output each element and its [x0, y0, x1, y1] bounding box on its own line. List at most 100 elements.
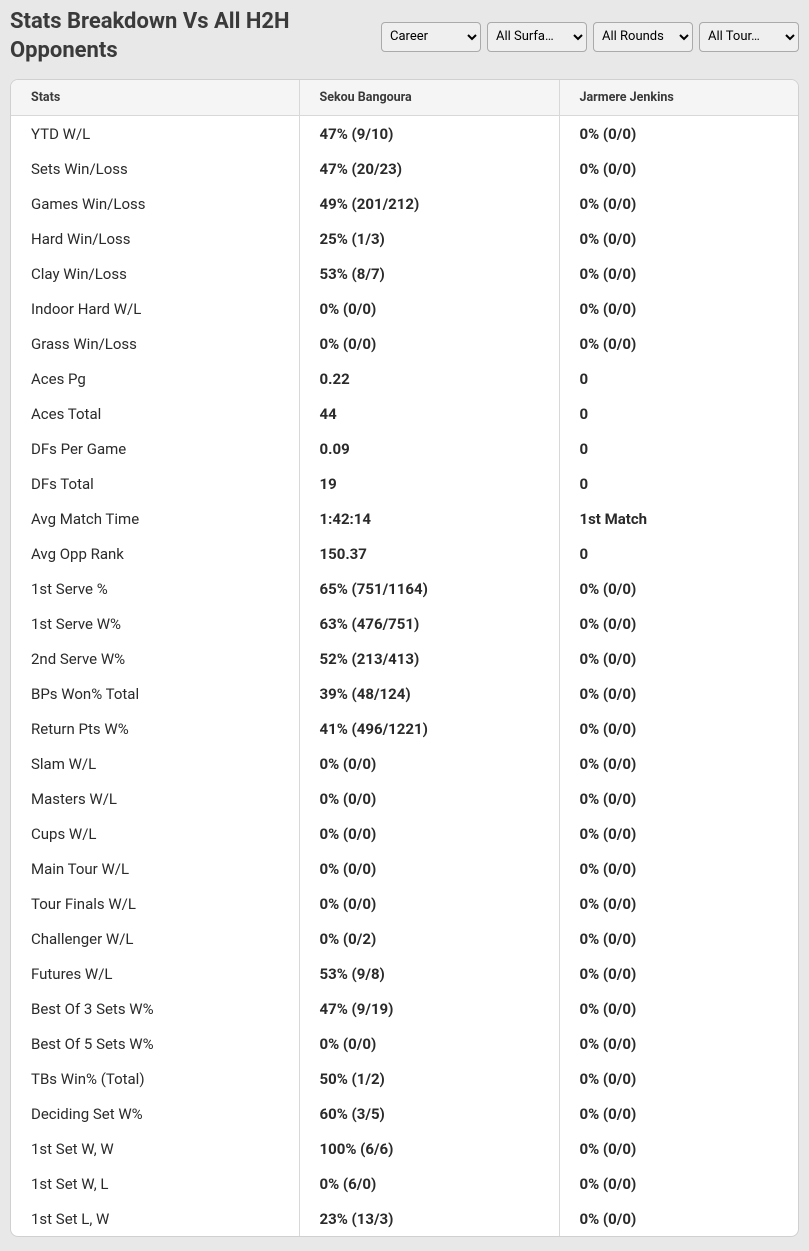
player2-cell: 0% (0/0)	[559, 886, 798, 921]
stat-name-cell: DFs Total	[11, 466, 299, 501]
table-row: Avg Match Time1:42:141st Match	[11, 501, 798, 536]
player1-cell: 0% (0/0)	[299, 326, 559, 361]
stat-name-cell: Sets Win/Loss	[11, 151, 299, 186]
stat-name-cell: 1st Serve %	[11, 571, 299, 606]
player1-cell: 0% (6/0)	[299, 1166, 559, 1201]
player1-cell: 0% (0/0)	[299, 851, 559, 886]
player2-cell: 0% (0/0)	[559, 921, 798, 956]
player1-cell: 0% (0/0)	[299, 1026, 559, 1061]
player1-cell: 50% (1/2)	[299, 1061, 559, 1096]
player1-cell: 53% (8/7)	[299, 256, 559, 291]
table-row: Grass Win/Loss0% (0/0)0% (0/0)	[11, 326, 798, 361]
table-row: 1st Set L, W23% (13/3)0% (0/0)	[11, 1201, 798, 1236]
tour-select[interactable]: All Tour…	[699, 22, 799, 52]
stat-name-cell: Clay Win/Loss	[11, 256, 299, 291]
player2-cell: 0% (0/0)	[559, 116, 798, 152]
period-select[interactable]: Career	[381, 22, 481, 52]
stat-name-cell: Futures W/L	[11, 956, 299, 991]
player2-cell: 0% (0/0)	[559, 326, 798, 361]
player1-cell: 25% (1/3)	[299, 221, 559, 256]
player2-cell: 0% (0/0)	[559, 746, 798, 781]
player2-cell: 0% (0/0)	[559, 151, 798, 186]
stat-name-cell: Aces Total	[11, 396, 299, 431]
player2-cell: 0% (0/0)	[559, 606, 798, 641]
player1-cell: 47% (20/23)	[299, 151, 559, 186]
table-row: Main Tour W/L0% (0/0)0% (0/0)	[11, 851, 798, 886]
player1-cell: 0% (0/0)	[299, 781, 559, 816]
table-row: 1st Serve %65% (751/1164)0% (0/0)	[11, 571, 798, 606]
table-row: Best Of 3 Sets W%47% (9/19)0% (0/0)	[11, 991, 798, 1026]
stat-name-cell: Grass Win/Loss	[11, 326, 299, 361]
table-row: TBs Win% (Total)50% (1/2)0% (0/0)	[11, 1061, 798, 1096]
player1-cell: 65% (751/1164)	[299, 571, 559, 606]
stat-name-cell: Avg Opp Rank	[11, 536, 299, 571]
table-row: Sets Win/Loss47% (20/23)0% (0/0)	[11, 151, 798, 186]
player1-cell: 23% (13/3)	[299, 1201, 559, 1236]
player2-cell: 0% (0/0)	[559, 1131, 798, 1166]
stat-name-cell: Aces Pg	[11, 361, 299, 396]
filters-group: Career All Surfa… All Rounds All Tour…	[381, 22, 799, 52]
player2-cell: 0% (0/0)	[559, 186, 798, 221]
table-row: Aces Pg0.220	[11, 361, 798, 396]
player1-cell: 39% (48/124)	[299, 676, 559, 711]
surface-select[interactable]: All Surfa…	[487, 22, 587, 52]
table-row: Slam W/L0% (0/0)0% (0/0)	[11, 746, 798, 781]
player2-cell: 0% (0/0)	[559, 781, 798, 816]
player2-cell: 0% (0/0)	[559, 1166, 798, 1201]
stat-name-cell: Slam W/L	[11, 746, 299, 781]
stat-name-cell: 1st Set W, W	[11, 1131, 299, 1166]
player1-cell: 49% (201/212)	[299, 186, 559, 221]
player2-cell: 0% (0/0)	[559, 991, 798, 1026]
table-row: Avg Opp Rank150.370	[11, 536, 798, 571]
player1-cell: 0% (0/0)	[299, 816, 559, 851]
stat-name-cell: Challenger W/L	[11, 921, 299, 956]
player1-cell: 0% (0/0)	[299, 291, 559, 326]
player2-cell: 0% (0/0)	[559, 1061, 798, 1096]
player1-cell: 150.37	[299, 536, 559, 571]
player2-cell: 0% (0/0)	[559, 291, 798, 326]
player2-cell: 0% (0/0)	[559, 221, 798, 256]
player1-cell: 100% (6/6)	[299, 1131, 559, 1166]
player1-cell: 41% (496/1221)	[299, 711, 559, 746]
table-row: Masters W/L0% (0/0)0% (0/0)	[11, 781, 798, 816]
player2-cell: 0	[559, 466, 798, 501]
player2-cell: 0	[559, 431, 798, 466]
stat-name-cell: Deciding Set W%	[11, 1096, 299, 1131]
player1-cell: 0% (0/0)	[299, 746, 559, 781]
stats-table-body: YTD W/L47% (9/10)0% (0/0)Sets Win/Loss47…	[11, 116, 798, 1237]
player2-cell: 0% (0/0)	[559, 641, 798, 676]
player1-cell: 0.09	[299, 431, 559, 466]
stats-table-container: Stats Sekou Bangoura Jarmere Jenkins YTD…	[10, 79, 799, 1237]
player1-cell: 53% (9/8)	[299, 956, 559, 991]
stat-name-cell: 2nd Serve W%	[11, 641, 299, 676]
stats-table: Stats Sekou Bangoura Jarmere Jenkins YTD…	[11, 80, 798, 1236]
table-row: 1st Serve W%63% (476/751)0% (0/0)	[11, 606, 798, 641]
stat-name-cell: Cups W/L	[11, 816, 299, 851]
table-row: Clay Win/Loss53% (8/7)0% (0/0)	[11, 256, 798, 291]
player1-cell: 19	[299, 466, 559, 501]
table-row: Challenger W/L0% (0/2)0% (0/0)	[11, 921, 798, 956]
player2-cell: 0% (0/0)	[559, 851, 798, 886]
player2-cell: 0% (0/0)	[559, 571, 798, 606]
stat-name-cell: Masters W/L	[11, 781, 299, 816]
player2-cell: 0% (0/0)	[559, 1026, 798, 1061]
stat-name-cell: Hard Win/Loss	[11, 221, 299, 256]
table-row: Aces Total440	[11, 396, 798, 431]
table-row: 1st Set W, L0% (6/0)0% (0/0)	[11, 1166, 798, 1201]
stat-name-cell: Main Tour W/L	[11, 851, 299, 886]
player1-cell: 44	[299, 396, 559, 431]
player1-cell: 1:42:14	[299, 501, 559, 536]
player1-cell: 63% (476/751)	[299, 606, 559, 641]
stat-name-cell: Indoor Hard W/L	[11, 291, 299, 326]
player2-cell: 0% (0/0)	[559, 956, 798, 991]
header-player1: Sekou Bangoura	[299, 80, 559, 116]
stat-name-cell: Best Of 3 Sets W%	[11, 991, 299, 1026]
stat-name-cell: YTD W/L	[11, 116, 299, 152]
header-player2: Jarmere Jenkins	[559, 80, 798, 116]
stat-name-cell: 1st Serve W%	[11, 606, 299, 641]
table-row: Futures W/L53% (9/8)0% (0/0)	[11, 956, 798, 991]
round-select[interactable]: All Rounds	[593, 22, 693, 52]
player1-cell: 0% (0/2)	[299, 921, 559, 956]
table-row: YTD W/L47% (9/10)0% (0/0)	[11, 116, 798, 152]
player1-cell: 60% (3/5)	[299, 1096, 559, 1131]
